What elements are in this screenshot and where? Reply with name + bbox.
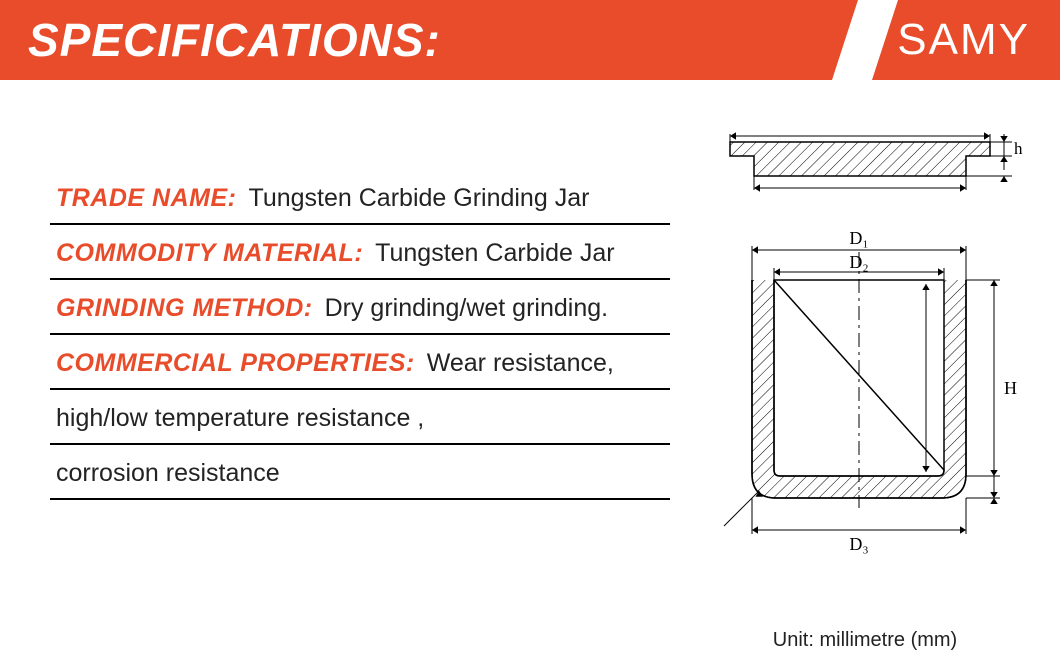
svg-text:D₂: D₂ <box>849 252 868 272</box>
header-brand-block: SAMY <box>845 0 1060 80</box>
spec-value: Tungsten Carbide Grinding Jar <box>249 184 590 213</box>
engineering-diagram: h D₁ D₂ D₃ H Unit: millimetre (mm) <box>700 130 1030 652</box>
page-title: SPECIFICATIONS: <box>28 13 441 67</box>
svg-text:H: H <box>1004 378 1017 398</box>
spec-label: COMMODITY MATERIAL: <box>56 239 363 268</box>
spec-value: Wear resistance, <box>427 349 614 378</box>
header-bar: SPECIFICATIONS: SAMY <box>0 0 1060 80</box>
spec-row-properties: COMMERCIAL PROPERTIES: Wear resistance, <box>50 335 670 390</box>
spec-row-trade-name: TRADE NAME: Tungsten Carbide Grinding Ja… <box>50 170 670 225</box>
svg-text:h: h <box>1014 139 1023 158</box>
spec-label: COMMERCIAL PROPERTIES: <box>56 349 415 378</box>
brand-name: SAMY <box>897 15 1030 65</box>
spec-value: Dry grinding/wet grinding. <box>325 294 608 323</box>
spec-row-material: COMMODITY MATERIAL: Tungsten Carbide Jar <box>50 225 670 280</box>
spec-value: Tungsten Carbide Jar <box>375 239 614 268</box>
spec-row-properties-2: high/low temperature resistance , <box>50 390 670 445</box>
unit-label: Unit: millimetre (mm) <box>700 629 1030 652</box>
spec-row-method: GRINDING METHOD: Dry grinding/wet grindi… <box>50 280 670 335</box>
brand-box: SAMY <box>869 0 1060 80</box>
drawing-svg: h D₁ D₂ D₃ H <box>700 130 1030 620</box>
spec-label: GRINDING METHOD: <box>56 294 313 323</box>
spec-list: TRADE NAME: Tungsten Carbide Grinding Ja… <box>50 130 700 652</box>
content-area: TRADE NAME: Tungsten Carbide Grinding Ja… <box>0 80 1060 672</box>
svg-text:D₃: D₃ <box>849 534 868 554</box>
header-slashes <box>845 0 869 80</box>
spec-label: TRADE NAME: <box>56 184 237 213</box>
svg-text:D₁: D₁ <box>849 228 868 248</box>
spec-row-properties-3: corrosion resistance <box>50 445 670 500</box>
